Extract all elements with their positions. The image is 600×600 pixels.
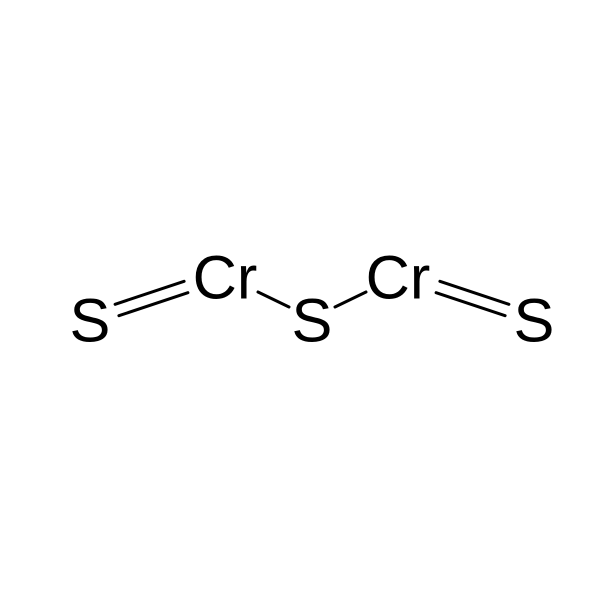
bond-s2-cr2 xyxy=(335,292,366,307)
structure-canvas: S Cr S Cr S xyxy=(0,0,600,600)
atom-s3: S xyxy=(514,289,555,350)
atom-cr2: Cr xyxy=(366,246,431,307)
bond-cr1-s2 xyxy=(258,292,289,307)
atom-s1: S xyxy=(70,289,111,350)
atom-cr1: Cr xyxy=(193,246,258,307)
bond-s1-cr1 xyxy=(119,293,188,316)
bond-cr2-s3 xyxy=(436,293,505,316)
bond-s1-cr1 xyxy=(115,281,184,304)
bond-cr2-s3 xyxy=(440,281,509,304)
atom-s2: S xyxy=(292,289,333,350)
